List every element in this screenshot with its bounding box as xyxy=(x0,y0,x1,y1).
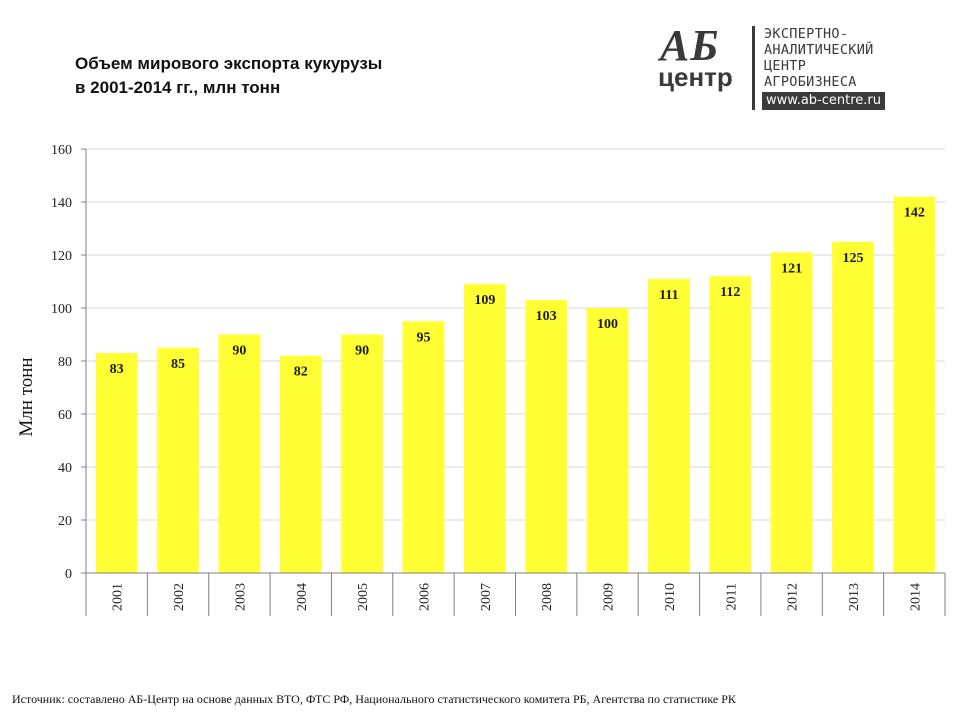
logo-centr-text: центр xyxy=(658,62,733,92)
logo-caption-line: ЦЕНТР xyxy=(764,58,807,74)
x-tick-label: 2008 xyxy=(540,583,555,611)
logo-caption-line: АНАЛИТИЧЕСКИЙ xyxy=(764,42,874,58)
chart-title-line2: в 2001-2014 гг., млн тонн xyxy=(75,78,281,97)
bar xyxy=(586,308,629,573)
y-tick-label: 80 xyxy=(58,355,72,370)
x-tick-label: 2005 xyxy=(356,583,371,611)
data-label: 100 xyxy=(597,317,618,332)
y-tick-label: 120 xyxy=(51,249,72,264)
x-tick-label: 2006 xyxy=(417,583,432,611)
bar xyxy=(770,252,813,573)
bar xyxy=(341,334,383,573)
y-tick-label: 100 xyxy=(51,302,72,317)
data-label: 103 xyxy=(536,309,557,324)
logo-url[interactable]: www.ab-centre.ru xyxy=(762,92,886,110)
y-tick-label: 40 xyxy=(58,461,72,476)
bar xyxy=(95,353,138,573)
logo-mark: АБ центр xyxy=(656,21,756,114)
y-tick-label: 60 xyxy=(58,408,72,423)
bar xyxy=(709,276,752,573)
grid-layer xyxy=(86,148,945,521)
chart-title: Объем мирового экспорта кукурузы в 2001-… xyxy=(75,52,382,100)
logo-caption: ЭКСПЕРТНО- АНАЛИТИЧЕСКИЙ ЦЕНТР АГРОБИЗНЕ… xyxy=(764,26,874,90)
x-tick-label: 2011 xyxy=(724,583,739,610)
x-tick-label: 2007 xyxy=(479,583,494,611)
x-tick-label: 2001 xyxy=(111,583,126,611)
bar xyxy=(402,321,445,573)
bar xyxy=(525,300,568,573)
bar xyxy=(893,196,936,573)
bar xyxy=(463,284,506,573)
data-label: 95 xyxy=(416,330,430,345)
data-label: 90 xyxy=(355,344,369,359)
data-label: 125 xyxy=(842,251,863,266)
y-tick-label: 20 xyxy=(58,514,72,529)
data-label: 82 xyxy=(294,365,308,380)
x-tick-label: 2009 xyxy=(602,583,617,611)
x-tick-label: 2002 xyxy=(172,583,187,611)
logo-divider xyxy=(752,26,755,110)
logo-ab-text: АБ xyxy=(660,21,720,70)
bar xyxy=(832,241,874,573)
bar xyxy=(648,278,690,573)
bar xyxy=(279,355,322,573)
data-label: 121 xyxy=(781,261,802,276)
data-label: 90 xyxy=(232,344,246,359)
logo-caption-line: АГРОБИЗНЕСА xyxy=(764,74,857,90)
data-label: 85 xyxy=(171,357,185,372)
x-tick-label: 2010 xyxy=(663,583,678,611)
data-label: 83 xyxy=(110,362,124,377)
logo-caption-line: ЭКСПЕРТНО- xyxy=(764,26,849,42)
x-tick-label: 2003 xyxy=(233,583,248,611)
y-tick-label: 0 xyxy=(65,567,72,582)
y-tick-label: 160 xyxy=(51,143,72,158)
source-note: Источник: составлено АБ-Центр на основе … xyxy=(12,692,736,706)
y-axis-title: Млн тонн xyxy=(16,357,37,436)
labels-layer: 83 2001 85 2002 90 2003 82 2004 90 2005 95 2006 109 2… xyxy=(110,206,925,611)
x-tick-label: 2014 xyxy=(908,583,923,611)
data-label: 109 xyxy=(474,293,495,308)
data-label: 112 xyxy=(720,285,740,300)
y-tick-label: 140 xyxy=(51,196,72,211)
ab-centre-logo: АБ центр ЭКСПЕРТНО- АНАЛИТИЧЕСКИЙ ЦЕНТР … xyxy=(656,21,926,114)
chart-title-line1: Объем мирового экспорта кукурузы xyxy=(75,54,383,73)
x-tick-label: 2013 xyxy=(847,583,862,611)
data-label: 142 xyxy=(904,206,925,221)
axes-layer: 0 20 40 60 80 100 120 140 160 Млн тонн xyxy=(16,143,946,616)
data-label: 111 xyxy=(659,288,678,303)
bar xyxy=(157,347,199,573)
x-tick-label: 2004 xyxy=(295,583,310,611)
bar xyxy=(218,334,261,573)
bars-layer xyxy=(95,196,936,573)
x-tick-label: 2012 xyxy=(786,583,801,611)
